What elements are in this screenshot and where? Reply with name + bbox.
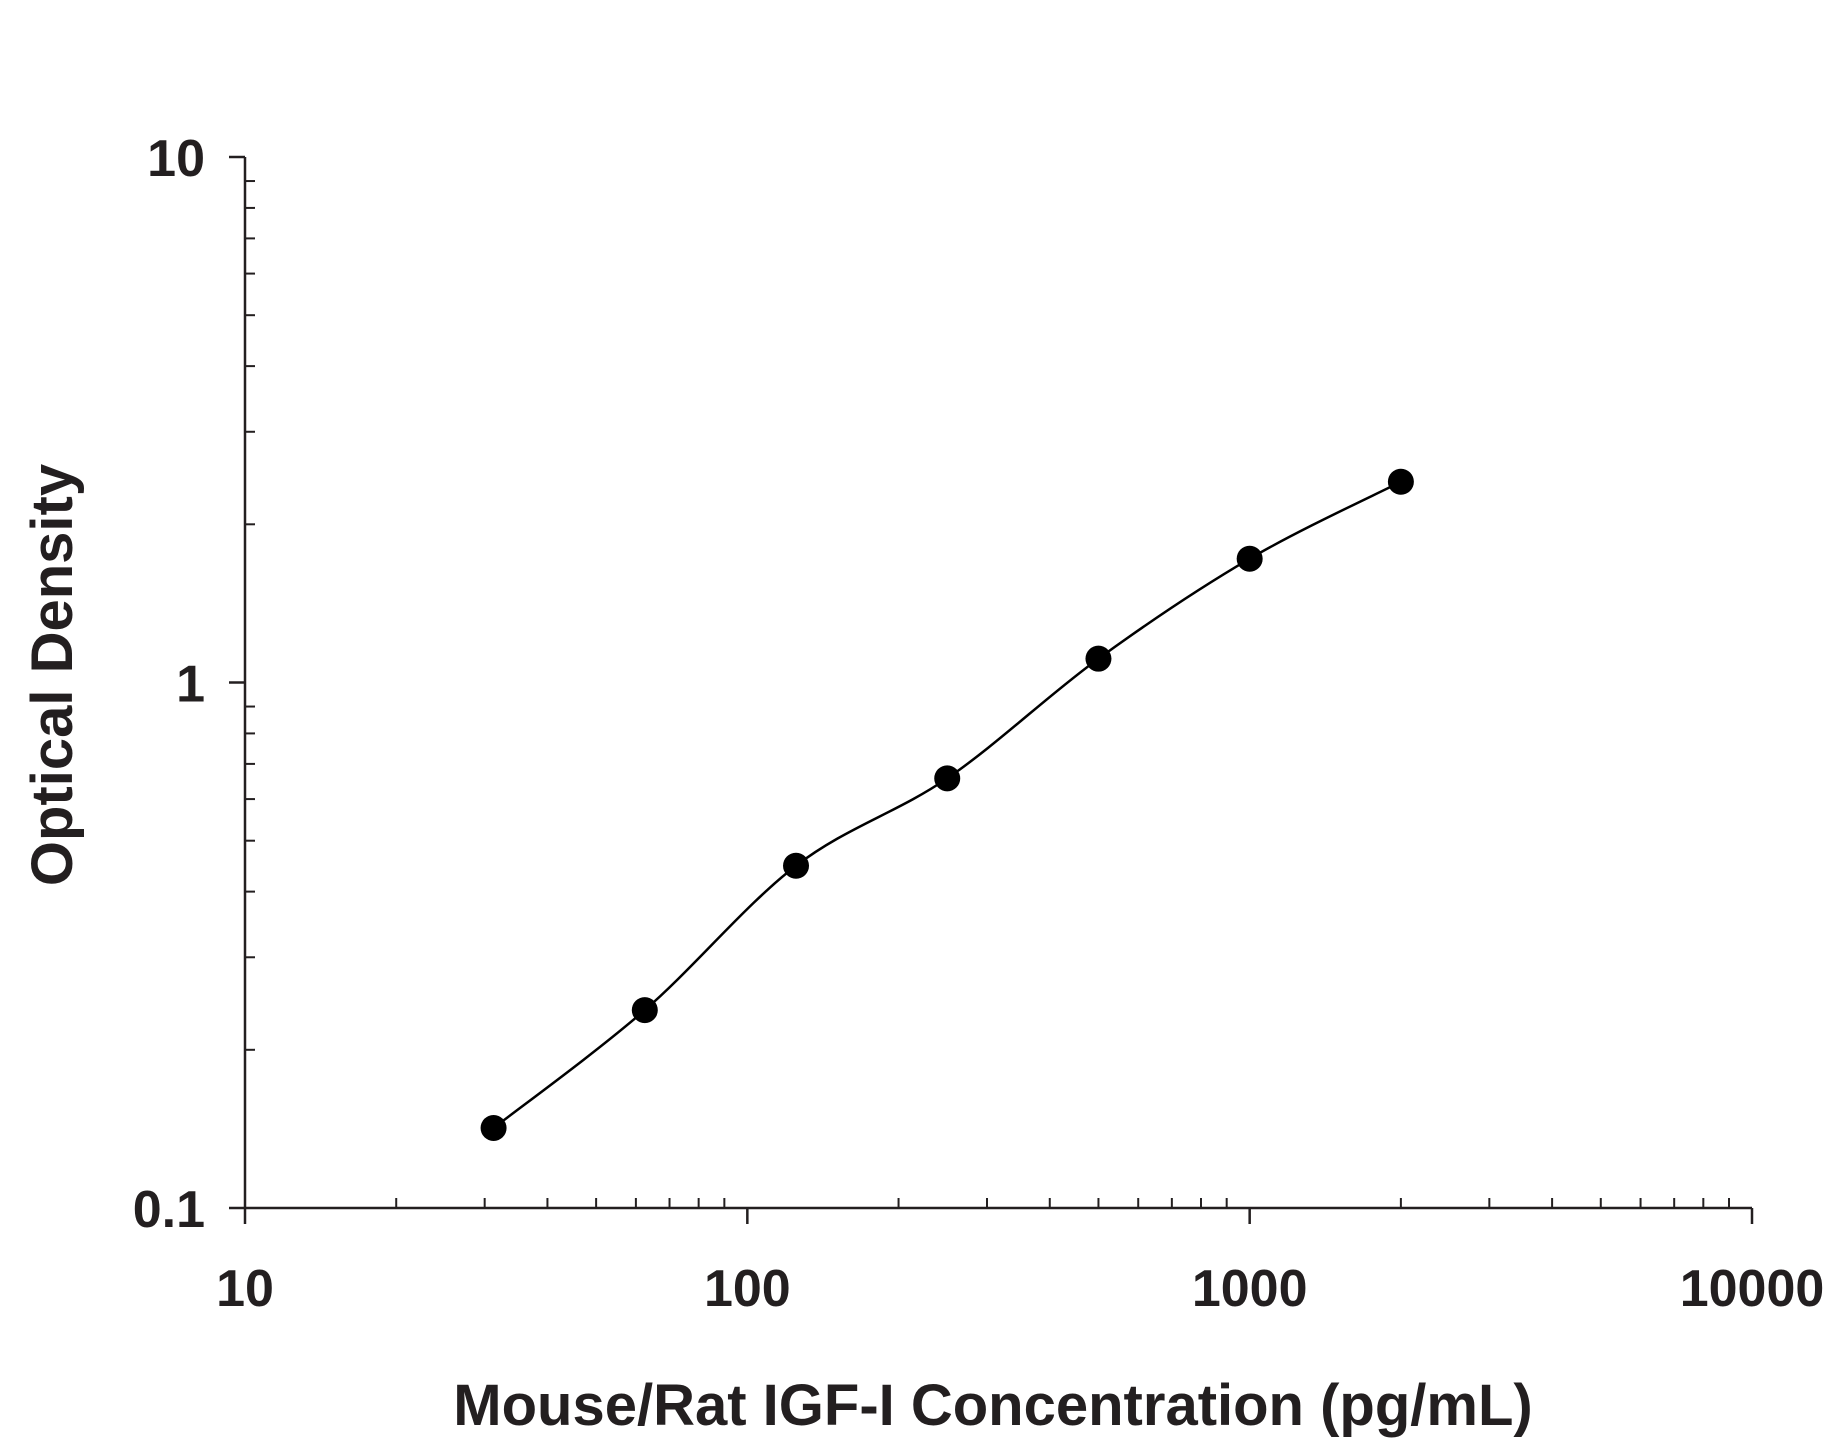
data-point xyxy=(934,765,961,792)
data-point xyxy=(1236,545,1263,572)
fit-curve xyxy=(492,480,1402,1129)
y-tick-label: 10 xyxy=(147,130,205,188)
data-point xyxy=(480,1114,507,1141)
x-tick-labels: 10 100 1000 10000 xyxy=(216,1260,1824,1318)
x-tick-label: 100 xyxy=(704,1260,791,1318)
minor-ticks xyxy=(245,180,1731,1208)
data-point xyxy=(1085,645,1112,672)
major-ticks xyxy=(229,155,1754,1224)
data-point xyxy=(631,997,658,1024)
data-points xyxy=(480,468,1414,1141)
x-tick-label: 10000 xyxy=(1680,1260,1825,1318)
y-tick-label: 1 xyxy=(176,656,205,714)
x-axis-label: Mouse/Rat IGF-I Concentration (pg/mL) xyxy=(453,1373,1532,1438)
y-tick-label: 0.1 xyxy=(133,1181,205,1239)
y-axis-label: Optical Density xyxy=(20,464,85,886)
x-tick-label: 1000 xyxy=(1192,1260,1308,1318)
y-tick-labels: 0.1 1 10 xyxy=(133,130,205,1239)
data-point xyxy=(783,852,810,879)
data-point xyxy=(1387,468,1414,495)
x-tick-label: 10 xyxy=(216,1260,274,1318)
